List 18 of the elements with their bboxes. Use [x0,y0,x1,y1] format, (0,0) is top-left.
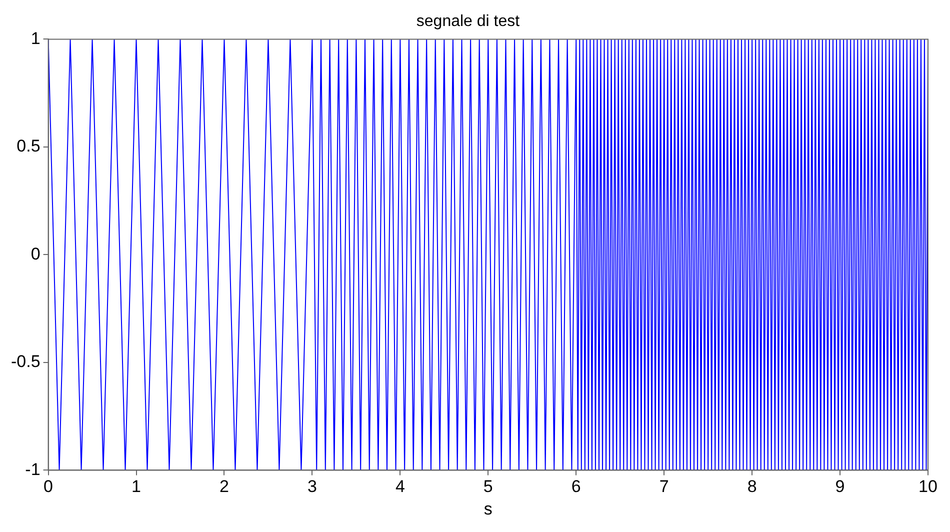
x-tick-label: 1 [132,477,141,496]
x-tick-label: 0 [44,477,54,496]
x-tick-label: 8 [747,477,757,496]
x-tick-label: 7 [659,477,669,496]
x-tick-label: 3 [307,477,317,496]
x-tick-label: 5 [483,477,493,496]
x-tick-label: 10 [918,477,938,496]
y-tick-label: 0.5 [16,136,40,156]
y-tick-label: -0.5 [10,352,40,372]
chart-title: segnale di test [416,13,520,30]
y-tick-label: -1 [25,460,40,479]
x-tick-label: 9 [835,477,845,496]
x-axis-title: s [484,499,492,518]
y-tick-label: 1 [30,28,40,48]
x-tick-label: 4 [395,477,405,496]
x-tick-label: 2 [220,477,229,496]
y-tick-label: 0 [30,244,40,264]
x-tick-label: 6 [571,477,581,496]
